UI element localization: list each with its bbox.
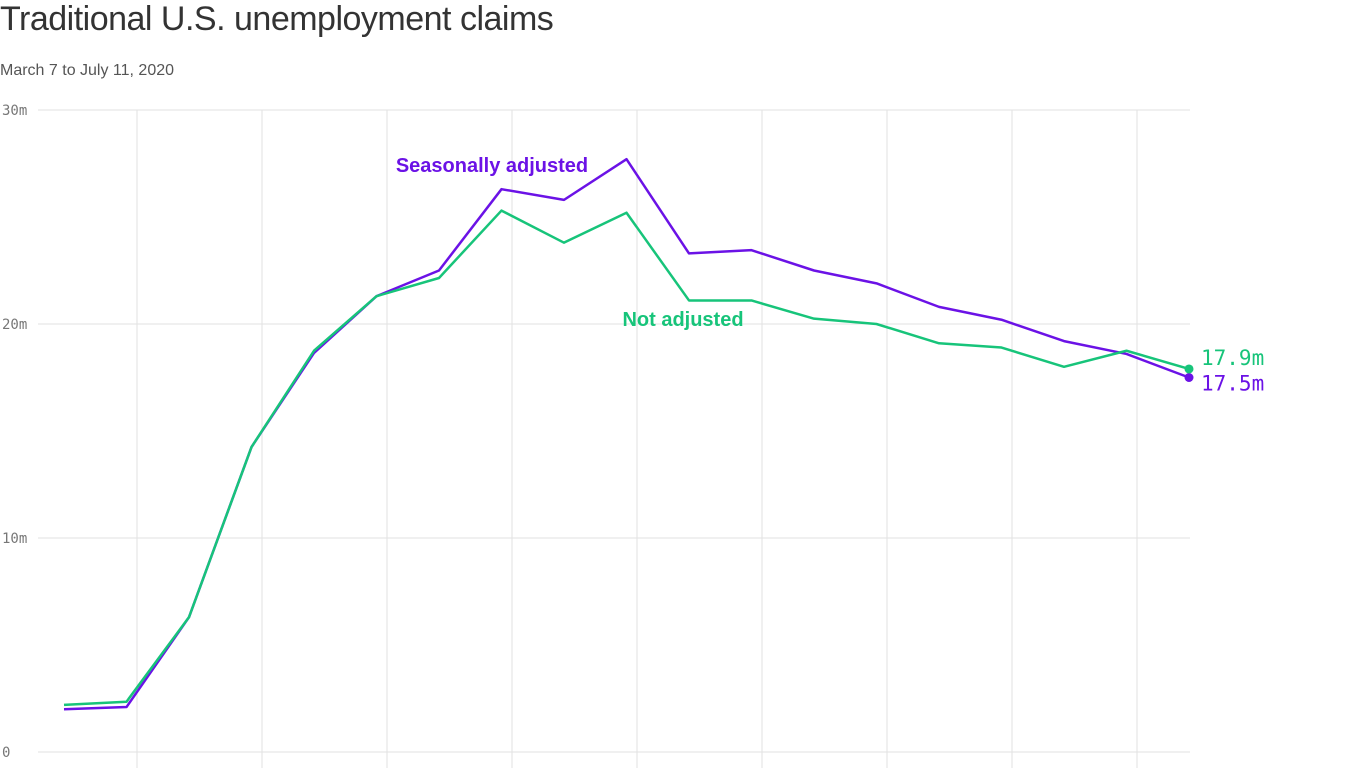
series-line <box>63 209 1190 707</box>
y-tick-label: 20m <box>2 317 27 333</box>
chart-subtitle: March 7 to July 11, 2020 <box>0 62 174 79</box>
value-label: 17.9m <box>1201 346 1264 370</box>
y-tick-label: 0 <box>2 745 10 761</box>
chart-title: Traditional U.S. unemployment claims <box>0 0 553 38</box>
y-tick-label: 10m <box>2 531 27 547</box>
end-point <box>1184 364 1194 374</box>
y-tick-label: 30m <box>2 103 27 119</box>
series-line <box>63 157 1190 711</box>
series-label: Not adjusted <box>622 309 743 331</box>
series-label: Seasonally adjusted <box>396 155 588 177</box>
value-label: 17.5m <box>1201 372 1264 396</box>
end-point <box>1184 373 1194 382</box>
